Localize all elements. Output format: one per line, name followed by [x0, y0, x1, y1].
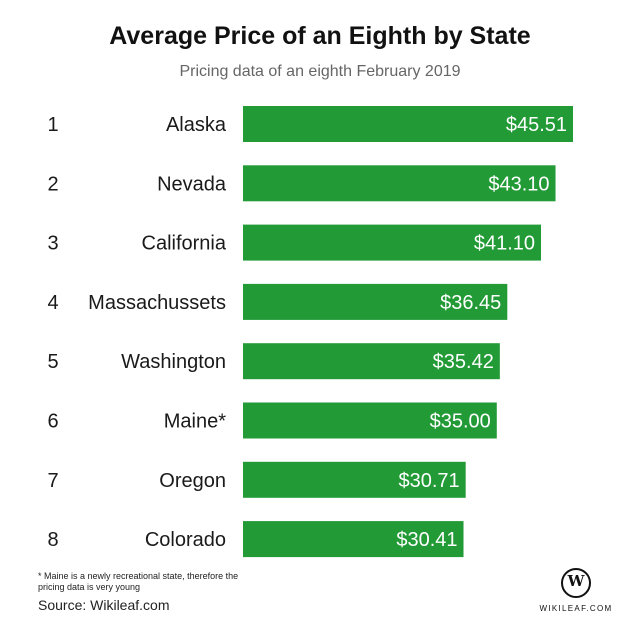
- rank-label: 7: [47, 470, 58, 492]
- value-label: $30.71: [399, 470, 460, 492]
- bar: [243, 461, 466, 498]
- logo-text: WIKILEAF.COM: [539, 604, 613, 613]
- bar: [243, 224, 542, 261]
- source-label: Source: Wikileaf.com: [38, 597, 170, 613]
- chart-subtitle: Pricing data of an eighth February 2019: [179, 63, 461, 80]
- rank-label: 5: [47, 351, 58, 373]
- value-label: $41.10: [474, 233, 535, 255]
- rank-label: 1: [47, 114, 58, 136]
- rank-label: 3: [47, 233, 58, 255]
- rank-label: 8: [47, 529, 58, 551]
- category-label: Washington: [121, 351, 226, 373]
- category-label: Nevada: [157, 173, 227, 195]
- logo-glyph: W: [567, 572, 585, 590]
- wikileaf-logo: W WIKILEAF.COM: [530, 568, 620, 618]
- category-label: Maine*: [164, 411, 226, 433]
- category-label: California: [142, 233, 227, 255]
- bar: [243, 402, 497, 439]
- bar: [243, 283, 508, 320]
- value-label: $30.41: [396, 529, 457, 551]
- category-label: Colorado: [145, 529, 226, 551]
- footnote: * Maine is a newly recreational state, t…: [38, 571, 239, 592]
- bar: [243, 165, 556, 202]
- wikileaf-w-icon: [561, 568, 591, 598]
- bar-chart: 1 Alaska $45.51 2 Nevada $43.10 3 California $41…: [47, 106, 573, 558]
- value-label: $35.00: [430, 411, 491, 433]
- value-label: $45.51: [506, 114, 567, 136]
- chart-title: Average Price of an Eighth by State: [109, 22, 531, 50]
- value-label: $43.10: [488, 173, 549, 195]
- category-label: Oregon: [159, 470, 226, 492]
- category-label: Massachussets: [88, 292, 226, 314]
- bar: [243, 343, 500, 380]
- bar: [243, 521, 464, 558]
- rank-label: 4: [47, 292, 58, 314]
- rank-label: 2: [47, 173, 58, 195]
- value-label: $36.45: [440, 292, 501, 314]
- category-label: Alaska: [166, 114, 227, 136]
- value-label: $35.42: [433, 351, 494, 373]
- bar: [243, 106, 573, 142]
- rank-label: 6: [47, 411, 58, 433]
